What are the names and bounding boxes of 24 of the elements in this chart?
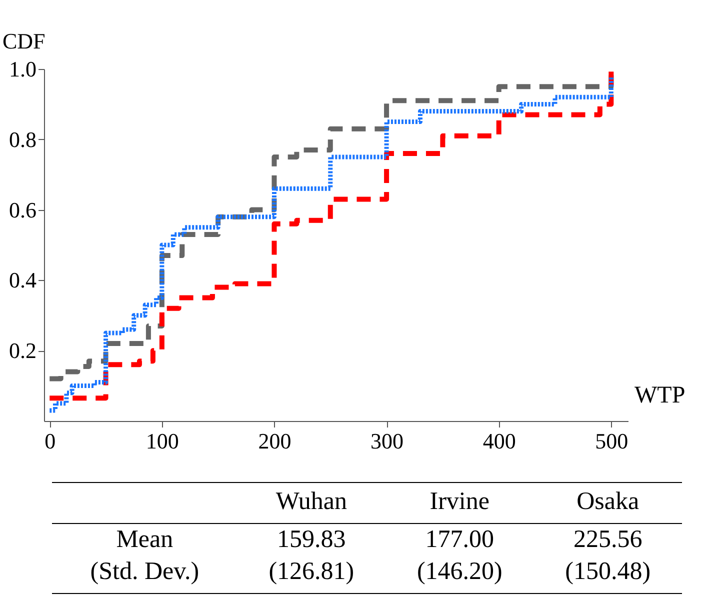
text: (146.20) [386,556,534,594]
text: 177.00 [424,525,496,555]
text: Mean [115,525,174,555]
text: (Std. Dev.) [52,556,238,594]
y-tick-label: 0.6 [9,197,36,222]
y-axis-title: CDF [2,28,46,54]
x-axis-title: WTP [634,382,686,408]
x-tick-label: 400 [482,428,516,454]
x-tick-label: 100 [146,428,179,454]
text: 225.56 [572,525,644,555]
text: Irvine [386,482,534,524]
x-tick-label: 500 [595,428,628,454]
x-tick-label: 0 [44,428,56,454]
text: Wuhan [237,482,386,524]
text: (126.81) [237,556,386,594]
y-tick-label: 0.2 [9,338,36,364]
text: 159.83 [276,525,347,555]
text: Osaka [534,482,682,524]
y-tick-label: 0.8 [9,126,36,152]
y-tick-label: 0.4 [9,268,36,293]
text: (150.48) [534,556,682,594]
y-tick-label: 1.0 [9,56,36,82]
x-tick-label: 200 [258,428,292,454]
x-tick-label: 300 [370,428,404,454]
